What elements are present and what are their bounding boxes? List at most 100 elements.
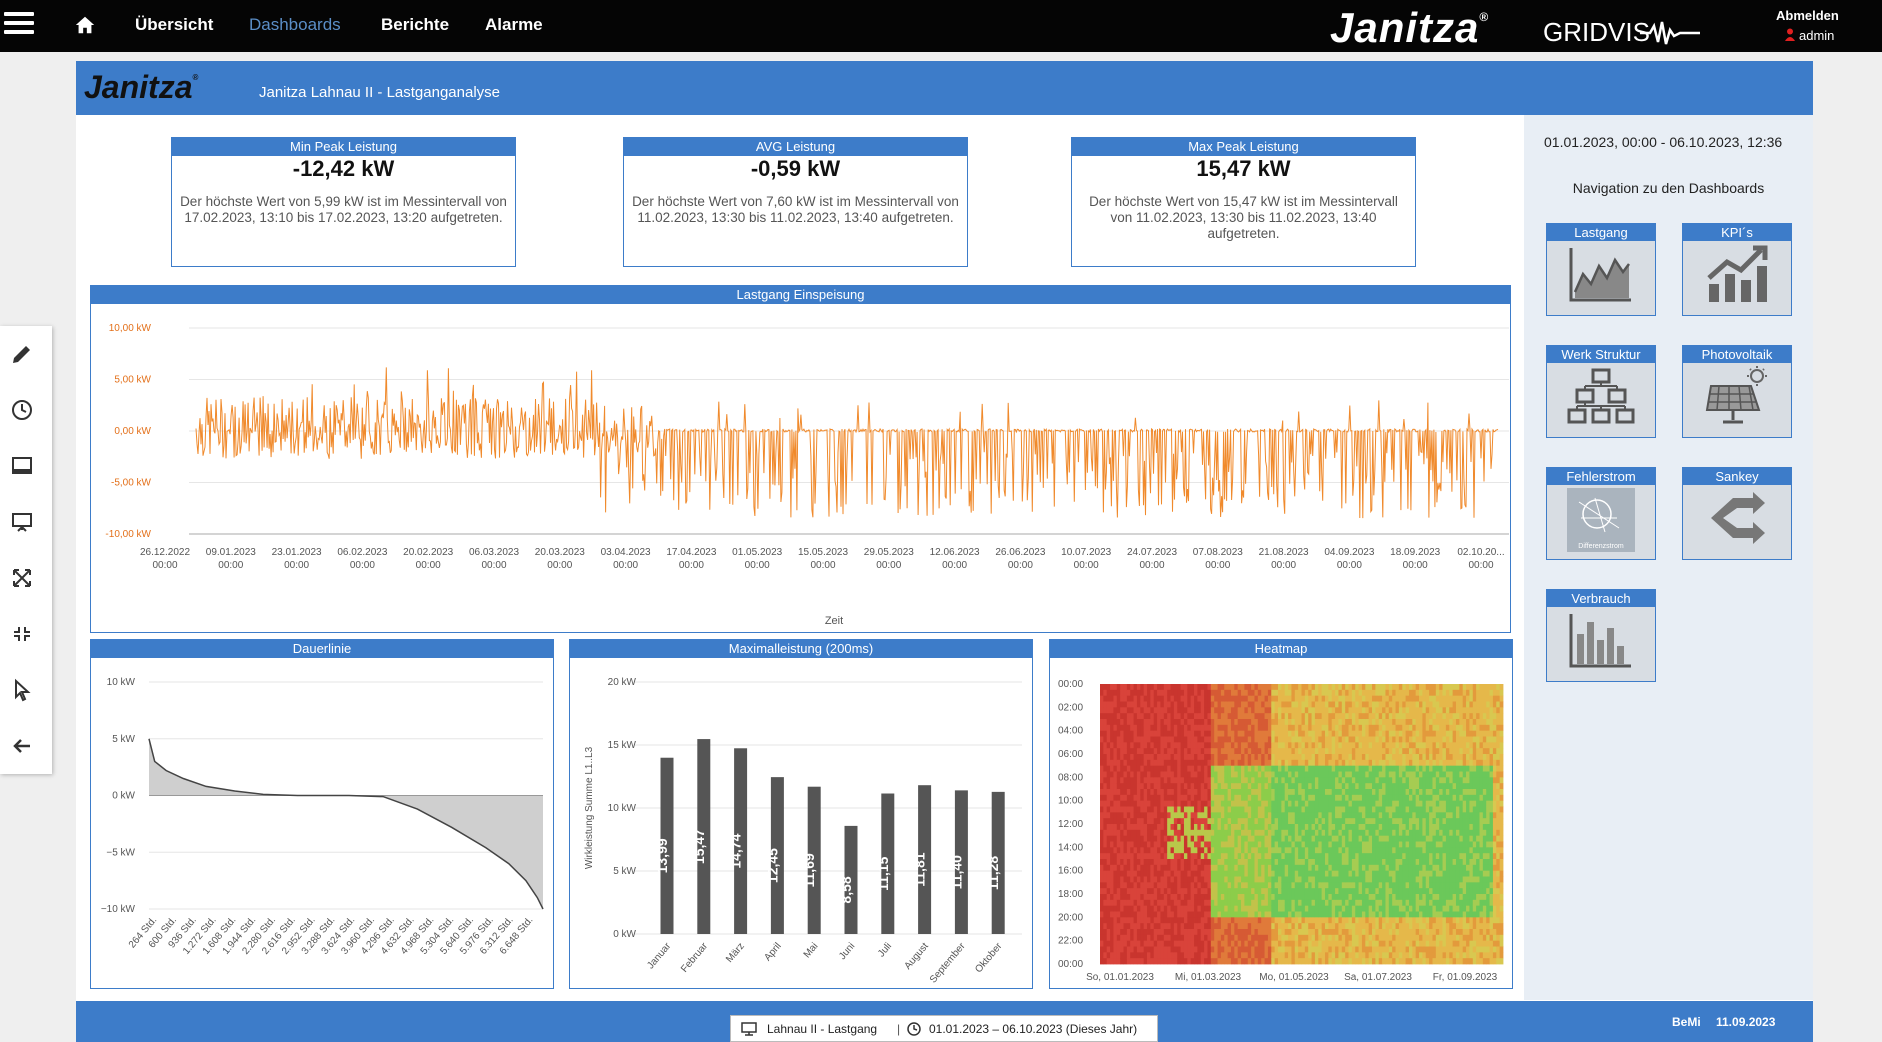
pointer-icon[interactable] [10,678,34,702]
user-name[interactable]: admin [1799,28,1835,43]
footer-context[interactable]: Lahnau II - Lastgang | 01.01.2023 – 06.1… [730,1015,1158,1042]
y-tick-label: 10 kW [107,677,136,688]
bar-data-label: 11,15 [875,856,891,890]
y-tick-label: 0,00 kW [114,426,151,437]
y-tick-label: 0 kW [112,791,135,802]
y-tick-label: 15 kW [608,740,637,751]
y-tick-label: 02:00 [1058,702,1083,713]
compress-icon[interactable] [10,622,34,646]
y-tick-label: 08:00 [1058,772,1083,783]
y-tick-label: −10 kW [101,904,136,915]
x-tick-label: 09.01.2023 [206,547,256,558]
x-tick-label: So, 01.01.2023 [1086,972,1154,983]
area-chart-icon [1569,248,1631,302]
home-icon[interactable] [74,14,96,36]
panel-title: Dauerlinie [91,640,553,658]
tile-fehlerstrom[interactable]: Fehlerstrom Differenzstrom [1546,467,1656,560]
display-icon[interactable] [10,454,34,478]
panel-title: Lastgang Einspeisung [91,286,1510,304]
kpi-label: Min Peak Leistung [172,138,515,156]
bar [918,785,932,934]
user-icon [1785,28,1795,41]
maximalleistung-panel: Maximalleistung (200ms) 20 kW 15 kW 10 kW 5… [569,639,1033,989]
tile-sankey[interactable]: Sankey [1682,467,1792,560]
presentation-icon[interactable] [10,510,34,534]
sankey-icon [1711,492,1765,544]
x-tick-time: 00:00 [1403,560,1428,571]
x-tick-label: April [762,941,783,963]
x-tick-time: 00:00 [1139,560,1164,571]
heatmap-chart[interactable]: 00:00 02:00 04:00 06:00 08:00 10:00 12:00 14:00… [1050,658,1512,988]
tile-label: Fehlerstrom [1547,468,1655,485]
x-tick-time: 00:00 [679,560,704,571]
kpi-value: -12,42 kW [292,156,395,181]
bar-data-label: 11,81 [912,852,928,886]
footer-bar: Lahnau II - Lastgang | 01.01.2023 – 06.1… [76,1001,1813,1042]
janitza-logo: Janitza® [84,69,199,105]
x-tick-time: 00:00 [1468,560,1493,571]
x-tick-label: Juni [837,941,857,962]
back-arrow-icon[interactable] [10,734,34,758]
menu-icon[interactable] [4,12,34,38]
y-tick-label: 12:00 [1058,819,1083,830]
nav-dashboards[interactable]: Dashboards [249,15,341,34]
bar-data-label: 14,74 [728,833,744,868]
y-tick-label: −5 kW [106,847,135,858]
solar-panel-icon [1705,366,1767,424]
dashboard-navigation: 01.01.2023, 00:00 - 06.10.2023, 12:36 Na… [1524,115,1813,1000]
kpi-max-peak: Max Peak Leistung 15,47 kW Der höchste W… [1071,137,1416,267]
y-axis-label: Wirkleistung Summe L1..L3 [584,746,595,869]
bar [807,786,821,934]
bar [954,790,968,934]
kpi-min-peak: Min Peak Leistung -12,42 kW Der höchste … [171,137,516,267]
x-tick-time: 00:00 [745,560,770,571]
navigation-heading: Navigation zu den Dashboards [1572,180,1765,196]
x-tick-label: 26.06.2023 [995,547,1045,558]
tile-lastgang[interactable]: Lastgang [1546,223,1656,316]
lastgang-panel: Lastgang Einspeisung 10,00 kW 5,00 kW 0,00… [90,285,1511,633]
x-tick-label: 29.05.2023 [864,547,914,558]
x-tick-time: 00:00 [1205,560,1230,571]
x-tick-label: 01.05.2023 [732,547,782,558]
x-tick-time: 00:00 [1337,560,1362,571]
tile-kpis[interactable]: KPI´s [1682,223,1792,316]
kpi-description: Der höchste Wert von 7,60 kW ist im Mess… [632,194,959,225]
expand-icon[interactable] [10,566,34,590]
lastgang-chart[interactable]: 10,00 kW5,00 kW0,00 kW-5,00 kW-10,00 kW … [91,304,1510,632]
logout-link[interactable]: Abmelden [1776,8,1839,23]
tile-label: Lastgang [1547,224,1655,241]
tile-photovoltaik[interactable]: Photovoltaik [1682,345,1792,438]
heatmap-cells [1100,684,1504,965]
date-range: 01.01.2023, 00:00 - 06.10.2023, 12:36 [1544,134,1783,150]
bar [697,739,711,934]
x-tick-label: 26.12.2022 [140,547,190,558]
nav-uebersicht[interactable]: Übersicht [135,15,214,34]
tile-verbrauch[interactable]: Verbrauch [1546,589,1656,682]
nav-alarme[interactable]: Alarme [485,15,543,34]
dashboard: Janitza® Janitza Lahnau II - Lastgangana… [76,61,1813,1042]
nav-berichte[interactable]: Berichte [381,15,450,34]
x-tick-label: 02.10.20... [1457,547,1504,558]
x-tick-time: 00:00 [481,560,506,571]
y-tick-label: 22:00 [1058,936,1083,947]
x-tick-label: 24.07.2023 [1127,547,1177,558]
y-tick-label: 10 kW [608,803,637,814]
x-tick-label: Juli [876,941,894,960]
hierarchy-icon [1567,368,1635,424]
bar [660,757,674,934]
x-tick-label: Oktober [973,940,1005,975]
x-tick-time: 00:00 [416,560,441,571]
kpi-description: Der höchste Wert von 15,47 kW ist im Mes… [1089,194,1398,241]
y-tick-label: -5,00 kW [111,478,152,489]
panel-title: Heatmap [1050,640,1512,658]
tile-werk-struktur[interactable]: Werk Struktur [1546,345,1656,438]
edit-icon[interactable] [10,342,34,366]
product-name: GRIDVIS [1543,17,1650,47]
maximalleistung-chart[interactable]: 20 kW 15 kW 10 kW 5 kW 0 kW Wirkleistung Summ… [570,658,1032,988]
kpi-label: Max Peak Leistung [1072,138,1415,156]
brand-logo: Janitza® [1330,4,1490,51]
x-tick-label: Mai [802,941,821,960]
bar-data-label: 12,45 [764,848,780,883]
clock-icon[interactable] [10,398,34,422]
